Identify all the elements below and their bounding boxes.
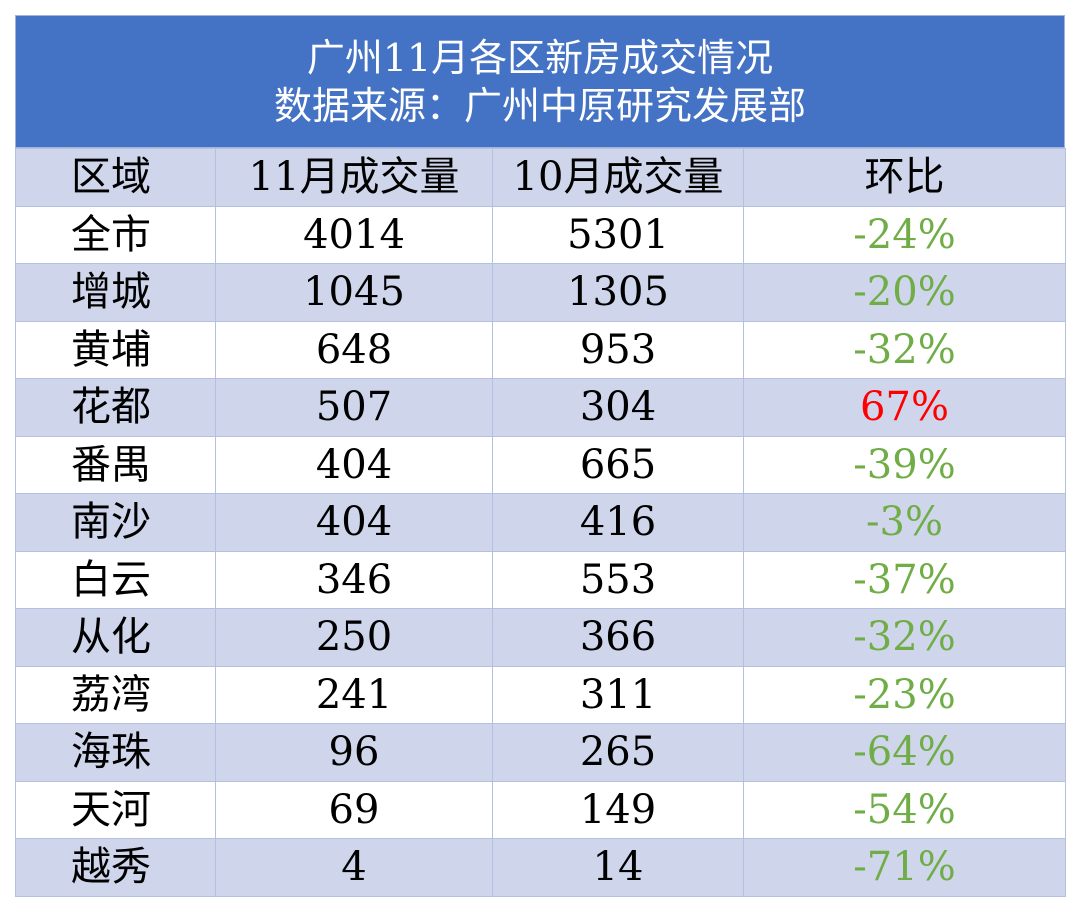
- volume: 14: [492, 838, 744, 897]
- volume: 69: [215, 780, 493, 839]
- volume: 1305: [492, 263, 744, 322]
- volume: 553: [492, 550, 744, 609]
- table-row: 番禺 404 665 -39%: [15, 435, 1066, 494]
- volume: 404: [215, 493, 493, 552]
- volume: 648: [215, 320, 493, 379]
- volume: 665: [492, 435, 744, 494]
- table-row: 增城 1045 1305 -20%: [15, 263, 1066, 322]
- volume: 149: [492, 780, 744, 839]
- district: 荔湾: [15, 665, 216, 724]
- volume: 4: [215, 838, 493, 897]
- table-card: 广州11月各区新房成交情况 数据来源：广州中原研究发展部 区域 11月成交量 10月…: [15, 15, 1066, 897]
- table-row: 从化 250 366 -32%: [15, 608, 1066, 667]
- volume: 96: [215, 723, 493, 782]
- column-header: 10月成交量: [492, 148, 744, 207]
- column-header: 区域: [15, 148, 216, 207]
- table-row: 天河 69 149 -54%: [15, 780, 1066, 839]
- table-row: 越秀 4 14 -71%: [15, 838, 1066, 897]
- change: -37%: [743, 550, 1066, 609]
- subtitle: 数据来源：广州中原研究发展部: [273, 84, 806, 128]
- volume: 265: [492, 723, 744, 782]
- change: -20%: [743, 263, 1066, 322]
- volume: 250: [215, 608, 493, 667]
- table-row: 黄埔 648 953 -32%: [15, 320, 1066, 379]
- table-row: 南沙 404 416 -3%: [15, 493, 1066, 552]
- change: -71%: [743, 838, 1066, 897]
- header-row: 区域 11月成交量 10月成交量 环比: [15, 148, 1066, 207]
- table-body: 区域 11月成交量 10月成交量 环比 全市 4014 5301 -24% 增城 1045 1305…: [15, 148, 1066, 897]
- district: 黄埔: [15, 320, 216, 379]
- volume: 1045: [215, 263, 493, 322]
- district: 南沙: [15, 493, 216, 552]
- district: 白云: [15, 550, 216, 609]
- volume: 346: [215, 550, 493, 609]
- table-row: 全市 4014 5301 -24%: [15, 205, 1066, 264]
- change: -32%: [743, 608, 1066, 667]
- district: 越秀: [15, 838, 216, 897]
- volume: 5301: [492, 205, 744, 264]
- table-row: 荔湾 241 311 -23%: [15, 665, 1066, 724]
- change: -32%: [743, 320, 1066, 379]
- district: 从化: [15, 608, 216, 667]
- volume: 416: [492, 493, 744, 552]
- column-header: 环比: [743, 148, 1066, 207]
- table-row: 花都 507 304 67%: [15, 378, 1066, 437]
- change: -54%: [743, 780, 1066, 839]
- volume: 953: [492, 320, 744, 379]
- change: -23%: [743, 665, 1066, 724]
- district: 花都: [15, 378, 216, 437]
- table-header: 广州11月各区新房成交情况 数据来源：广州中原研究发展部: [15, 15, 1065, 148]
- title: 广州11月各区新房成交情况: [306, 36, 774, 80]
- table-row: 海珠 96 265 -64%: [15, 723, 1066, 782]
- district: 增城: [15, 263, 216, 322]
- district: 海珠: [15, 723, 216, 782]
- volume: 507: [215, 378, 493, 437]
- district: 天河: [15, 780, 216, 839]
- volume: 366: [492, 608, 744, 667]
- change: -64%: [743, 723, 1066, 782]
- data-table: 区域 11月成交量 10月成交量 环比 全市 4014 5301 -24% 增城 1045 1305…: [15, 148, 1066, 897]
- column-header: 11月成交量: [215, 148, 493, 207]
- volume: 4014: [215, 205, 493, 264]
- change: -3%: [743, 493, 1066, 552]
- district: 番禺: [15, 435, 216, 494]
- change: -24%: [743, 205, 1066, 264]
- change: 67%: [743, 378, 1066, 437]
- volume: 304: [492, 378, 744, 437]
- change: -39%: [743, 435, 1066, 494]
- district: 全市: [15, 205, 216, 264]
- table-row: 白云 346 553 -37%: [15, 550, 1066, 609]
- volume: 404: [215, 435, 493, 494]
- volume: 311: [492, 665, 744, 724]
- volume: 241: [215, 665, 493, 724]
